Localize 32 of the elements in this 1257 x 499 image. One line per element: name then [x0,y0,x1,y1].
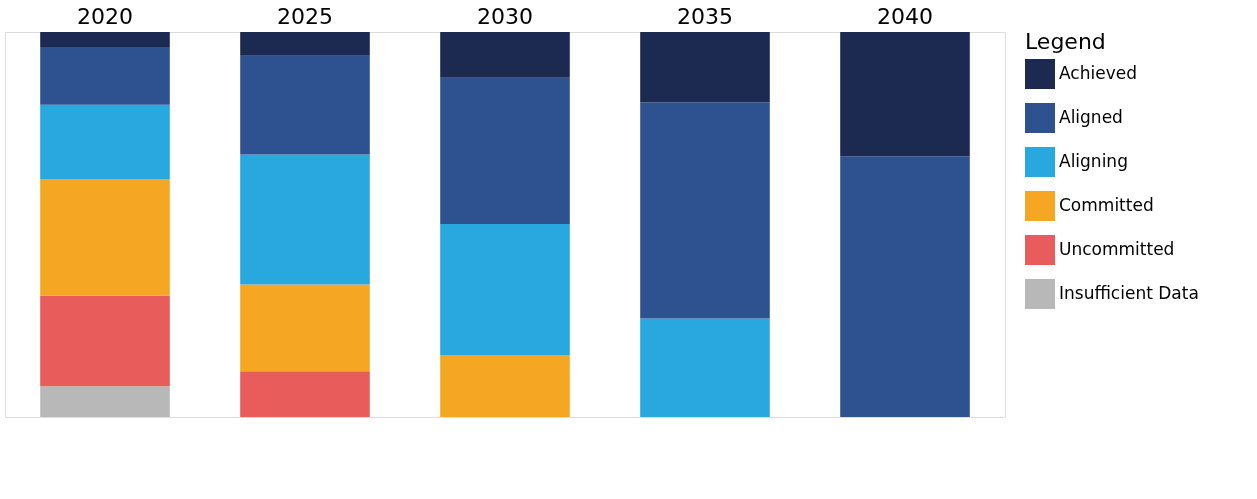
x-tick-label: 2030 [477,3,533,29]
bar [640,32,770,103]
bar [240,154,370,285]
legend-label: Committed [1059,195,1154,215]
x-tick-label: 2020 [77,3,133,29]
legend-label: Achieved [1059,63,1137,83]
bar [40,47,170,105]
legend-label: Uncommitted [1059,239,1175,259]
bar [40,179,170,296]
bar [440,355,570,417]
bar [840,32,970,157]
bar [40,104,170,180]
x-tick-label: 2035 [677,3,733,29]
legend-title: Legend [1025,29,1106,54]
bar [440,77,570,225]
bar [640,318,770,417]
bar [240,55,370,155]
bar [440,32,570,78]
bar [40,386,170,417]
x-tick-label: 2025 [277,3,333,29]
legend-label: Insufficient Data [1059,283,1199,303]
bar [240,371,370,417]
bar [240,284,370,372]
bar [40,295,170,387]
bar [40,32,170,48]
bar [440,224,570,356]
x-tick-label: 2040 [877,3,933,29]
bar [840,156,970,417]
legend-label: Aligned [1059,107,1123,127]
bar [240,32,370,56]
bar [640,102,770,319]
legend-label: Aligning [1059,151,1128,171]
